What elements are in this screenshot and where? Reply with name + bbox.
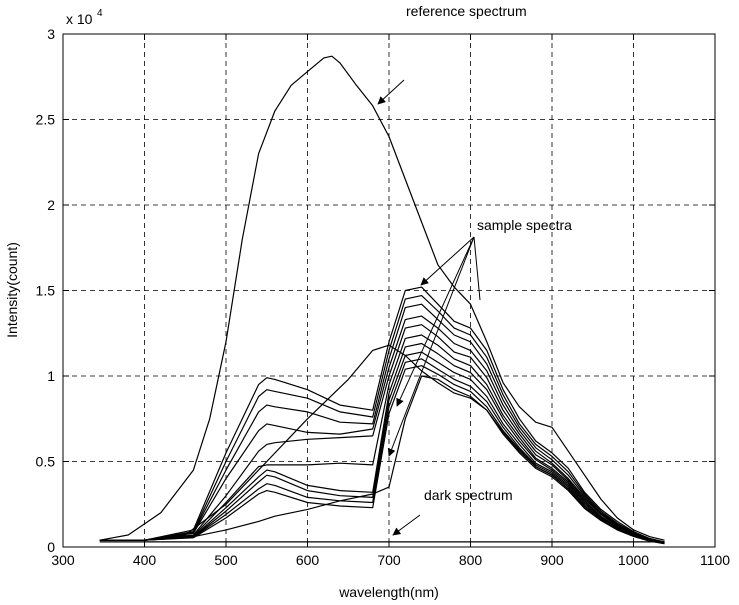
- x-tick-label: 400: [133, 552, 157, 568]
- sample-spectra-arrow-4: [473, 236, 481, 301]
- sample-spectrum-line: [99, 286, 665, 543]
- y-tick-label: 1: [47, 368, 55, 384]
- x-tick-label: 1000: [618, 552, 649, 568]
- sample-spectrum-line: [99, 358, 665, 544]
- annotations: reference spectrum sample spectra dark s…: [377, 3, 572, 536]
- x-tick-label: 300: [51, 552, 75, 568]
- x-tick-label: 800: [459, 552, 483, 568]
- reference-spectrum-line: [99, 55, 665, 541]
- y-multiplier-label: x 10: [66, 11, 93, 27]
- sample-spectrum-line: [99, 295, 665, 543]
- dark-spectrum-label: dark spectrum: [424, 487, 513, 503]
- x-tick-label: 600: [296, 552, 320, 568]
- sample-spectrum-line: [99, 303, 665, 543]
- y-tick-label: 3: [47, 26, 55, 42]
- reference-spectrum-arrow: [377, 79, 405, 105]
- reference-spectrum-label: reference spectrum: [406, 3, 527, 19]
- x-axis-label: wavelength(nm): [338, 584, 439, 600]
- sample-spectrum-line: [99, 324, 665, 544]
- sample-spectrum-line: [99, 344, 665, 545]
- sample-spectra-arrow-3: [387, 236, 475, 457]
- sample-spectra-arrow-1: [420, 236, 475, 286]
- y-tick-label: 2: [47, 197, 55, 213]
- y-tick-label: 0.5: [36, 454, 56, 470]
- y-multiplier-exponent: 4: [97, 8, 103, 19]
- sample-spectrum-line: [99, 375, 665, 545]
- y-tick-label: 1.5: [36, 283, 56, 299]
- sample-spectrum-line: [99, 342, 665, 544]
- sample-spectra-label: sample spectra: [477, 217, 572, 233]
- y-tick-label: 2.5: [36, 112, 56, 128]
- axis-ticks: 300 400 500 600 700 800 900 1000 1100 0 0.5 1 1.5 2 2.…: [36, 26, 731, 568]
- series-lines: [99, 55, 665, 545]
- y-tick-label: 0: [47, 539, 55, 555]
- dark-spectrum-arrow: [392, 514, 421, 536]
- grid-lines: [63, 34, 715, 547]
- sample-spectra-arrow-2: [396, 236, 475, 407]
- x-tick-label: 1100: [700, 552, 730, 568]
- sample-spectrum-line: [99, 315, 665, 543]
- sample-spectrum-line: [99, 351, 665, 544]
- x-tick-label: 900: [540, 552, 564, 568]
- x-tick-label: 700: [377, 552, 401, 568]
- y-axis-label: Intensity(count): [4, 242, 20, 338]
- x-tick-label: 500: [214, 552, 238, 568]
